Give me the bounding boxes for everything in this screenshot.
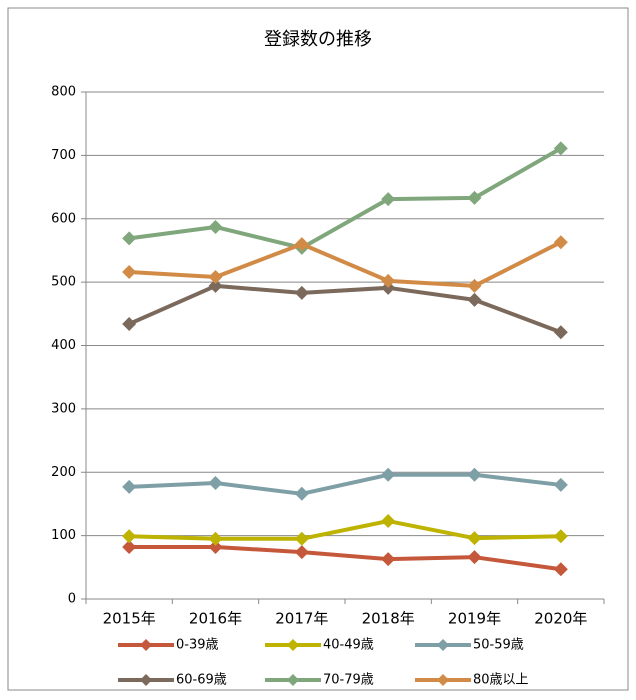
marker <box>467 550 482 565</box>
marker <box>122 316 137 331</box>
series-line <box>129 472 562 496</box>
marker <box>467 467 482 482</box>
y-tick-label: 700 <box>51 148 76 163</box>
marker <box>467 190 482 205</box>
x-tick-label: 2019年 <box>448 610 501 628</box>
marker <box>122 264 137 279</box>
series-line <box>129 545 562 572</box>
marker <box>381 514 396 529</box>
marker <box>294 237 309 252</box>
series-line <box>129 240 562 288</box>
legend-label: 70-79歳 <box>323 673 374 688</box>
marker <box>294 545 309 560</box>
marker <box>553 477 568 492</box>
legend-marker <box>437 639 449 651</box>
chart-title: 登録数の推移 <box>264 29 372 50</box>
y-tick-label: 800 <box>51 85 76 100</box>
y-tick-label: 100 <box>51 528 76 543</box>
legend-label: 50-59歳 <box>473 638 524 653</box>
marker <box>294 285 309 300</box>
y-tick-label: 500 <box>51 275 76 290</box>
marker <box>208 278 223 293</box>
marker <box>553 235 568 250</box>
marker <box>208 540 223 555</box>
marker <box>467 531 482 546</box>
y-tick-label: 600 <box>51 211 76 226</box>
chart-border <box>7 7 629 691</box>
series-line <box>129 519 561 541</box>
legend-label: 0-39歳 <box>176 638 219 653</box>
series-line <box>128 146 562 250</box>
marker <box>381 467 396 482</box>
legend-label: 80歳以上 <box>473 673 529 688</box>
y-tick-label: 300 <box>51 401 76 416</box>
legend-marker <box>140 639 152 651</box>
x-tick-label: 2016年 <box>189 610 242 628</box>
legend-marker <box>437 674 449 686</box>
y-tick-label: 0 <box>68 592 76 607</box>
marker <box>467 292 482 307</box>
marker <box>381 273 396 288</box>
x-tick-label: 2015年 <box>103 610 156 628</box>
marker <box>294 486 309 501</box>
marker <box>208 476 223 491</box>
legend-label: 40-49歳 <box>323 638 374 653</box>
legend-marker <box>287 674 299 686</box>
legend-label: 60-69歳 <box>176 673 227 688</box>
marker <box>122 529 137 544</box>
marker <box>122 231 137 246</box>
legend-marker <box>287 639 299 651</box>
marker <box>208 219 223 234</box>
marker <box>381 552 396 567</box>
marker <box>553 562 568 577</box>
marker <box>467 278 482 293</box>
y-tick-label: 200 <box>51 465 76 480</box>
marker <box>553 325 568 340</box>
x-tick-label: 2017年 <box>275 610 328 628</box>
legend-marker <box>140 674 152 686</box>
x-tick-label: 2018年 <box>362 610 415 628</box>
marker <box>122 479 137 494</box>
marker <box>553 141 568 156</box>
marker <box>553 529 568 544</box>
marker <box>208 270 223 285</box>
x-tick-label: 2020年 <box>534 610 587 628</box>
y-tick-label: 400 <box>51 338 76 353</box>
marker <box>294 531 309 546</box>
series-line <box>128 283 562 335</box>
marker <box>381 192 396 207</box>
marker <box>122 540 137 555</box>
marker <box>208 531 223 546</box>
